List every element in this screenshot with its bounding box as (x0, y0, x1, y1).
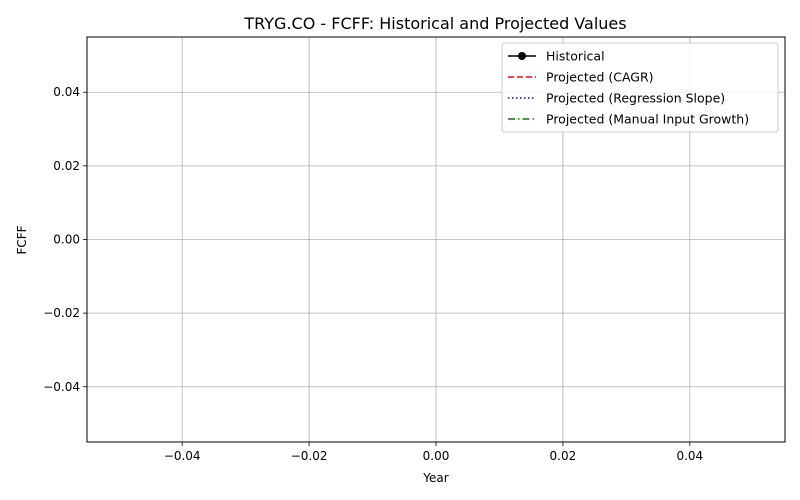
legend-label: Projected (Regression Slope) (546, 91, 725, 106)
y-axis-label: FCFF (15, 225, 29, 254)
legend-entry: Projected (Manual Input Growth) (508, 112, 749, 127)
x-axis-ticks: −0.04 −0.02 0.00 0.02 0.04 (164, 442, 703, 463)
x-tick-label: 0.02 (550, 449, 577, 463)
legend-label: Historical (546, 49, 605, 64)
y-tick-label: 0.02 (53, 159, 80, 173)
legend-entry: Projected (CAGR) (508, 70, 654, 85)
legend-entry: Historical (508, 49, 605, 64)
x-tick-label: −0.02 (291, 449, 328, 463)
legend-marker (518, 52, 526, 60)
legend-box (501, 42, 779, 133)
x-axis-label: Year (422, 471, 448, 485)
legend-label: Projected (CAGR) (546, 70, 654, 85)
x-tick-label: −0.04 (164, 449, 201, 463)
y-axis-ticks: −0.04 −0.02 0.00 0.02 0.04 (43, 85, 87, 394)
legend: Historical Projected (CAGR) Projected (Reg… (501, 42, 779, 133)
legend-entry: Projected (Regression Slope) (508, 91, 725, 106)
legend-label: Projected (Manual Input Growth) (546, 112, 749, 127)
y-tick-label: −0.04 (43, 380, 80, 394)
x-tick-label: 0.04 (676, 449, 703, 463)
x-tick-label: 0.00 (423, 449, 450, 463)
y-tick-label: −0.02 (43, 306, 80, 320)
y-tick-label: 0.00 (53, 233, 80, 247)
y-tick-label: 0.04 (53, 85, 80, 99)
chart-title: TRYG.CO - FCFF: Historical and Projected… (243, 14, 626, 33)
